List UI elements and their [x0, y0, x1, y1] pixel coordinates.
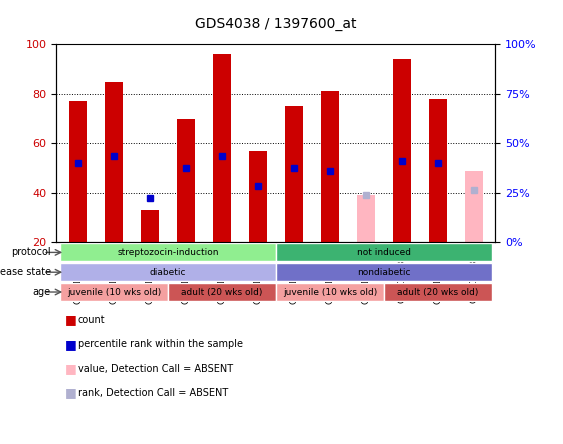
FancyBboxPatch shape	[276, 243, 492, 262]
FancyBboxPatch shape	[276, 283, 384, 301]
Bar	[357, 195, 375, 242]
Bar	[285, 106, 303, 242]
Text: age: age	[33, 287, 51, 297]
Text: GDS4038 / 1397600_at: GDS4038 / 1397600_at	[195, 17, 356, 32]
Text: not induced: not induced	[357, 248, 411, 257]
Bar	[465, 170, 483, 242]
Text: juvenile (10 wks old): juvenile (10 wks old)	[67, 288, 161, 297]
Bar	[141, 210, 159, 242]
Bar	[393, 59, 411, 242]
Text: ■: ■	[65, 337, 76, 351]
Text: disease state: disease state	[0, 267, 51, 277]
Text: adult (20 wks old): adult (20 wks old)	[397, 288, 479, 297]
Text: juvenile (10 wks old): juvenile (10 wks old)	[283, 288, 377, 297]
Text: percentile rank within the sample: percentile rank within the sample	[78, 339, 243, 349]
Text: streptozocin-induction: streptozocin-induction	[117, 248, 218, 257]
Bar	[105, 82, 123, 242]
Bar	[321, 91, 339, 242]
Text: ■: ■	[65, 386, 76, 400]
FancyBboxPatch shape	[168, 283, 276, 301]
FancyBboxPatch shape	[384, 283, 492, 301]
Text: ■: ■	[65, 313, 76, 326]
Text: protocol: protocol	[11, 247, 51, 258]
Bar	[213, 54, 231, 242]
Bar	[177, 119, 195, 242]
FancyBboxPatch shape	[276, 263, 492, 281]
Text: adult (20 wks old): adult (20 wks old)	[181, 288, 262, 297]
Text: diabetic: diabetic	[150, 268, 186, 277]
Text: rank, Detection Call = ABSENT: rank, Detection Call = ABSENT	[78, 388, 228, 398]
Text: ■: ■	[65, 362, 76, 375]
Bar	[429, 99, 447, 242]
Bar	[249, 151, 267, 242]
Text: count: count	[78, 315, 105, 325]
Text: value, Detection Call = ABSENT: value, Detection Call = ABSENT	[78, 364, 233, 373]
FancyBboxPatch shape	[60, 283, 168, 301]
Text: nondiabetic: nondiabetic	[357, 268, 410, 277]
FancyBboxPatch shape	[60, 243, 276, 262]
FancyBboxPatch shape	[60, 263, 276, 281]
Bar	[69, 101, 87, 242]
